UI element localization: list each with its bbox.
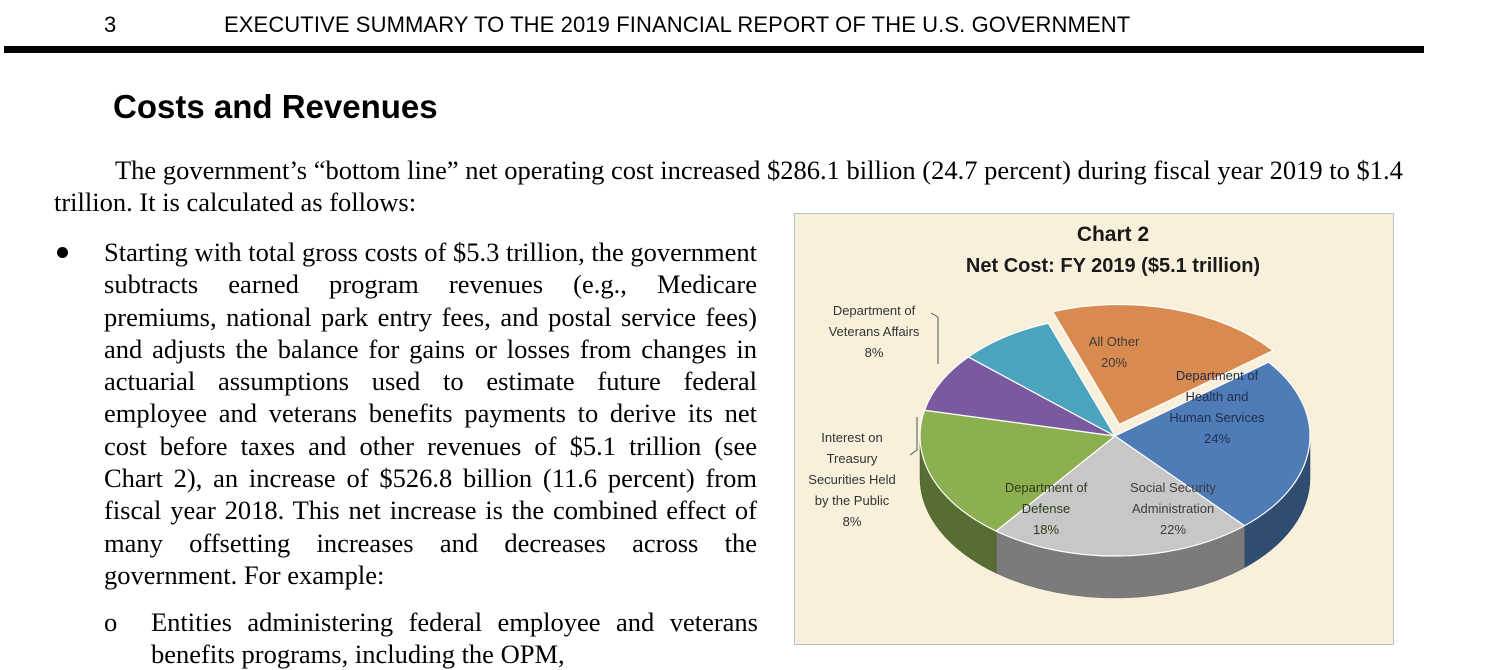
label-ssa-line: Administration — [1132, 501, 1214, 516]
leader-line-interest — [909, 417, 918, 456]
running-title: EXECUTIVE SUMMARY TO THE 2019 FINANCIAL … — [224, 12, 1131, 37]
bullet-text: Starting with total gross costs of $5.3 … — [104, 237, 757, 590]
label-dod-line: Department of — [1005, 480, 1088, 495]
label-hhs-line: Human Services — [1169, 410, 1265, 425]
pie-slice-social-security-administration — [994, 435, 1246, 557]
label-interest-line: Treasury — [827, 451, 878, 466]
label-interest-line: Interest on — [821, 430, 882, 445]
label-va-line: Department of — [833, 303, 916, 318]
header-rule — [4, 46, 1424, 53]
label-ssa-line: Social Security — [1130, 480, 1216, 495]
intro-text: The government’s “bottom line” net opera… — [54, 155, 1403, 217]
intro-paragraph: The government’s “bottom line” net opera… — [54, 154, 1404, 218]
label-va-line: Veterans Affairs — [829, 324, 920, 339]
label-all-other-line: All Other — [1089, 334, 1140, 349]
label-hhs: Department of Health and Human Services 24% — [1169, 368, 1265, 446]
label-ssa: Social Security Administration 22% — [1130, 480, 1216, 537]
pie-slice-department-of-veterans-affairs — [967, 322, 1117, 438]
label-va: Department of Veterans Affairs 8% — [829, 303, 920, 360]
pie-slice-department-of-defense — [919, 409, 1117, 532]
leader-line-va — [930, 312, 939, 364]
label-dod-line: 18% — [1033, 522, 1059, 537]
sub-bullet-text: Entities administering federal employee … — [151, 607, 758, 669]
label-hhs-line: Department of — [1176, 368, 1259, 383]
label-interest-line: by the Public — [815, 493, 890, 508]
pie-slices-group — [919, 303, 1311, 557]
bullet-icon — [57, 247, 68, 258]
label-ssa-line: 22% — [1160, 522, 1186, 537]
chart-title: Chart 2 — [1077, 223, 1149, 246]
label-hhs-line: 24% — [1204, 431, 1230, 446]
label-interest: Interest on Treasury Securities Held by the… — [808, 430, 895, 529]
pie-chart: Chart 2 Net Cost: FY 2019 ($5.1 trillion)… — [794, 213, 1394, 645]
chart-text-group: Chart 2 Net Cost: FY 2019 ($5.1 trillion)… — [808, 223, 1265, 537]
label-hhs-line: Health and — [1186, 389, 1249, 404]
label-dod: Department of Defense 18% — [1005, 480, 1088, 537]
pie-slice-department-of-health-and-human-services — [1113, 361, 1311, 527]
label-all-other: All Other 20% — [1089, 334, 1140, 370]
pie-slice-interest-on-treasury-securities-held-by-the-public — [923, 356, 1116, 437]
chart-subtitle: Net Cost: FY 2019 ($5.1 trillion) — [966, 255, 1260, 277]
page-number: 3 — [104, 12, 117, 37]
pie-slice-all-other — [1051, 303, 1275, 426]
pie-chart-svg: Chart 2 Net Cost: FY 2019 ($5.1 trillion)… — [808, 223, 1311, 599]
label-all-other-line: 20% — [1101, 355, 1127, 370]
label-va-line: 8% — [865, 345, 884, 360]
leader-lines-group — [909, 312, 939, 456]
page-header: 3 EXECUTIVE SUMMARY TO THE 2019 FINANCIA… — [0, 0, 1500, 56]
label-dod-line: Defense — [1022, 501, 1070, 516]
label-interest-line: 8% — [843, 514, 862, 529]
label-interest-line: Securities Held — [808, 472, 895, 487]
sub-bullet-marker: o — [104, 607, 118, 637]
section-title: Costs and Revenues — [113, 88, 438, 125]
